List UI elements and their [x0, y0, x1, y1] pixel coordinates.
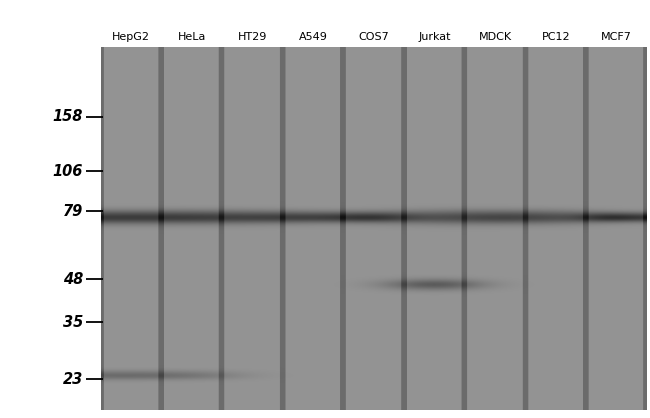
Text: MDCK: MDCK: [478, 32, 512, 42]
Text: HT29: HT29: [238, 32, 267, 42]
Text: 23: 23: [63, 372, 83, 387]
Text: 48: 48: [63, 272, 83, 287]
Text: HepG2: HepG2: [112, 32, 150, 42]
Text: COS7: COS7: [358, 32, 389, 42]
Text: MCF7: MCF7: [601, 32, 632, 42]
Text: 158: 158: [53, 110, 83, 125]
Text: 79: 79: [63, 204, 83, 219]
Text: HeLa: HeLa: [177, 32, 206, 42]
Text: 35: 35: [63, 314, 83, 329]
Text: A549: A549: [298, 32, 328, 42]
Text: PC12: PC12: [541, 32, 570, 42]
Text: Jurkat: Jurkat: [418, 32, 450, 42]
Text: 106: 106: [53, 164, 83, 179]
